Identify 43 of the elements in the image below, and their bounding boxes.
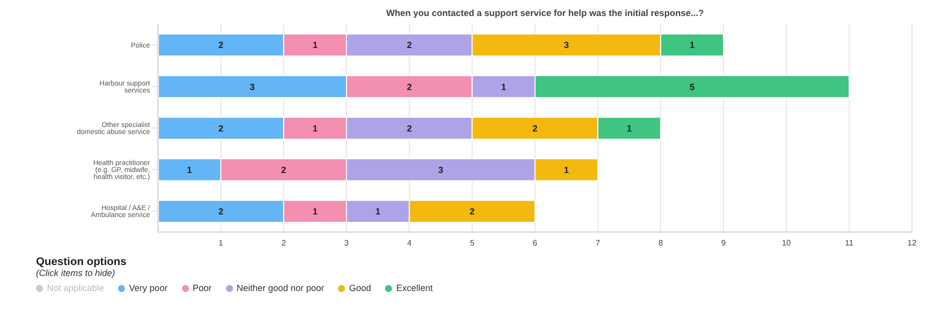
x-tick-label: 2 xyxy=(281,238,286,248)
data-label: 3 xyxy=(250,82,255,92)
data-label: 1 xyxy=(564,164,569,175)
data-label: 1 xyxy=(690,40,695,50)
data-label: 2 xyxy=(406,40,412,50)
legend-label: Not applicable xyxy=(46,283,104,293)
data-label: 2 xyxy=(218,123,224,134)
legend-label: Very poor xyxy=(128,283,168,293)
data-label: 5 xyxy=(690,82,695,92)
data-label: 1 xyxy=(312,206,318,217)
data-label: 1 xyxy=(312,123,318,134)
x-tick-label: 4 xyxy=(407,238,412,248)
x-tick-label: 11 xyxy=(845,238,854,248)
x-tick-label: 9 xyxy=(721,238,726,248)
data-label: 2 xyxy=(470,206,475,217)
x-tick-label: 5 xyxy=(470,238,475,248)
data-label: 2 xyxy=(281,164,286,175)
data-label: 1 xyxy=(312,40,318,50)
x-tick-label: 12 xyxy=(908,238,917,248)
x-tick-label: 7 xyxy=(596,238,601,248)
data-label: 1 xyxy=(626,123,632,134)
data-label: 2 xyxy=(218,40,224,50)
data-label: 1 xyxy=(501,82,506,92)
x-tick-label: 1 xyxy=(218,238,224,248)
data-label: 2 xyxy=(532,123,538,134)
text: (Click items to hide) xyxy=(36,268,116,278)
data-label: 2 xyxy=(218,206,224,217)
legend-label: Neither good nor poor xyxy=(236,283,324,293)
x-tick-label: 6 xyxy=(532,238,538,248)
data-label: 3 xyxy=(564,40,569,50)
legend-title: Question options xyxy=(36,256,128,268)
data-label: 2 xyxy=(406,82,412,92)
chart-title: When you contacted a support service for help was the initial response...? xyxy=(385,8,705,18)
data-label: 2 xyxy=(406,123,412,134)
legend-label: Excellent xyxy=(395,283,433,293)
data-label: 3 xyxy=(438,164,444,175)
legend-label: Poor xyxy=(192,283,212,293)
x-tick-label: 8 xyxy=(658,238,664,248)
data-label: 1 xyxy=(375,206,380,217)
x-tick-label: 3 xyxy=(344,238,350,248)
x-tick-label: 10 xyxy=(782,238,792,248)
data-label: 1 xyxy=(186,164,192,175)
legend-label: Good xyxy=(348,283,372,293)
